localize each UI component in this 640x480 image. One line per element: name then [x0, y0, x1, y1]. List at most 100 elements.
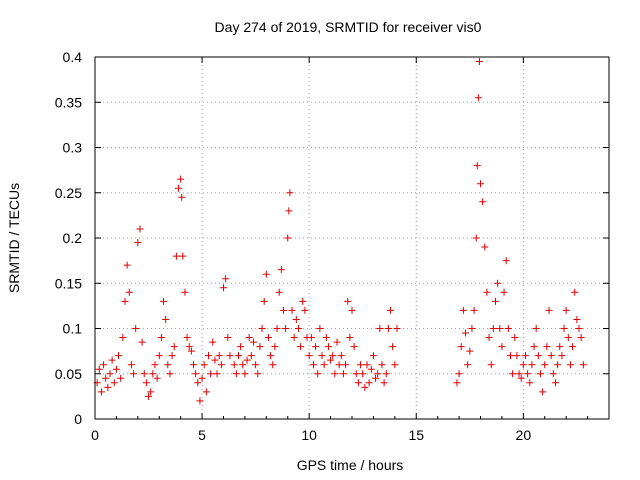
data-point	[108, 356, 116, 364]
data-point	[475, 58, 483, 66]
data-point	[279, 306, 287, 314]
data-point	[564, 334, 572, 342]
data-point	[494, 279, 502, 287]
data-point	[285, 207, 293, 215]
data-point	[97, 388, 105, 396]
data-point	[534, 352, 542, 360]
data-point	[234, 352, 242, 360]
data-point	[500, 288, 508, 296]
grid-lines	[95, 57, 609, 419]
data-point	[147, 388, 155, 396]
data-point	[260, 297, 268, 305]
data-point	[95, 365, 103, 373]
data-point	[485, 334, 493, 342]
data-point	[562, 306, 570, 314]
data-point	[374, 370, 382, 378]
data-point	[183, 334, 191, 342]
data-point	[335, 361, 343, 369]
data-point	[112, 365, 120, 373]
data-point	[352, 370, 360, 378]
y-tick-label: 0.25	[55, 185, 82, 201]
data-point	[192, 370, 200, 378]
data-point	[222, 275, 230, 283]
chart-title: Day 274 of 2019, SRMTID for receiver vis…	[215, 19, 482, 35]
data-point	[367, 365, 375, 373]
data-point	[106, 370, 114, 378]
data-point	[217, 361, 225, 369]
data-point	[178, 193, 186, 201]
data-point	[121, 297, 129, 305]
data-point	[474, 94, 482, 102]
data-point	[149, 370, 157, 378]
x-tick-label: 15	[408, 427, 424, 443]
data-point	[292, 315, 300, 323]
data-point	[151, 361, 159, 369]
x-tick-label: 0	[91, 427, 99, 443]
data-point	[316, 325, 324, 332]
data-point	[322, 334, 330, 342]
data-point	[470, 306, 478, 314]
data-point	[489, 325, 497, 332]
data-point	[496, 325, 504, 332]
data-point	[198, 374, 206, 382]
data-point	[162, 315, 170, 323]
data-point	[506, 352, 514, 360]
data-point	[324, 343, 332, 351]
data-point	[110, 379, 118, 387]
data-points	[93, 58, 587, 405]
data-point	[290, 334, 298, 342]
y-tick-label: 0	[74, 411, 82, 427]
data-point	[459, 306, 467, 314]
data-point	[134, 239, 142, 247]
data-point	[462, 329, 470, 337]
data-point	[175, 184, 183, 192]
data-point	[254, 370, 262, 378]
data-point	[252, 361, 260, 369]
axis-ticks: 0 5 10 15 20 0 0.05 0.1 0.15 0.2 0.25 0.3 0.35 0.4	[55, 49, 609, 443]
data-point	[168, 352, 176, 360]
data-point	[524, 370, 532, 378]
data-point	[483, 288, 491, 296]
data-point	[305, 352, 313, 360]
data-point	[230, 361, 238, 369]
data-point	[179, 252, 187, 260]
data-point	[477, 180, 484, 188]
data-point	[245, 334, 253, 342]
data-point	[365, 379, 373, 387]
data-point	[513, 352, 521, 360]
y-tick-label: 0.1	[63, 321, 83, 337]
data-point	[455, 370, 463, 378]
data-point	[487, 361, 495, 369]
data-point	[543, 343, 551, 351]
data-point	[479, 198, 487, 206]
data-point	[329, 352, 337, 360]
data-point	[119, 334, 127, 342]
data-point	[140, 370, 148, 378]
data-point	[166, 370, 174, 378]
data-point	[571, 288, 579, 296]
data-point	[363, 361, 371, 369]
data-point	[556, 343, 564, 351]
data-point	[142, 379, 150, 387]
data-point	[560, 325, 568, 332]
data-point	[337, 352, 345, 360]
data-point	[372, 374, 380, 382]
data-point	[288, 306, 296, 314]
data-point	[200, 361, 208, 369]
data-point	[170, 343, 178, 351]
data-point	[153, 374, 161, 382]
data-point	[115, 352, 123, 360]
data-point	[526, 379, 534, 387]
data-point	[331, 370, 339, 378]
data-point	[481, 243, 489, 251]
data-point	[205, 352, 213, 360]
data-point	[237, 343, 245, 351]
data-point	[575, 325, 583, 332]
data-point	[517, 374, 525, 382]
data-point	[519, 361, 527, 369]
data-point	[194, 379, 202, 387]
data-point	[190, 361, 198, 369]
data-point	[271, 343, 279, 351]
data-point	[117, 374, 125, 382]
data-point	[220, 284, 227, 292]
